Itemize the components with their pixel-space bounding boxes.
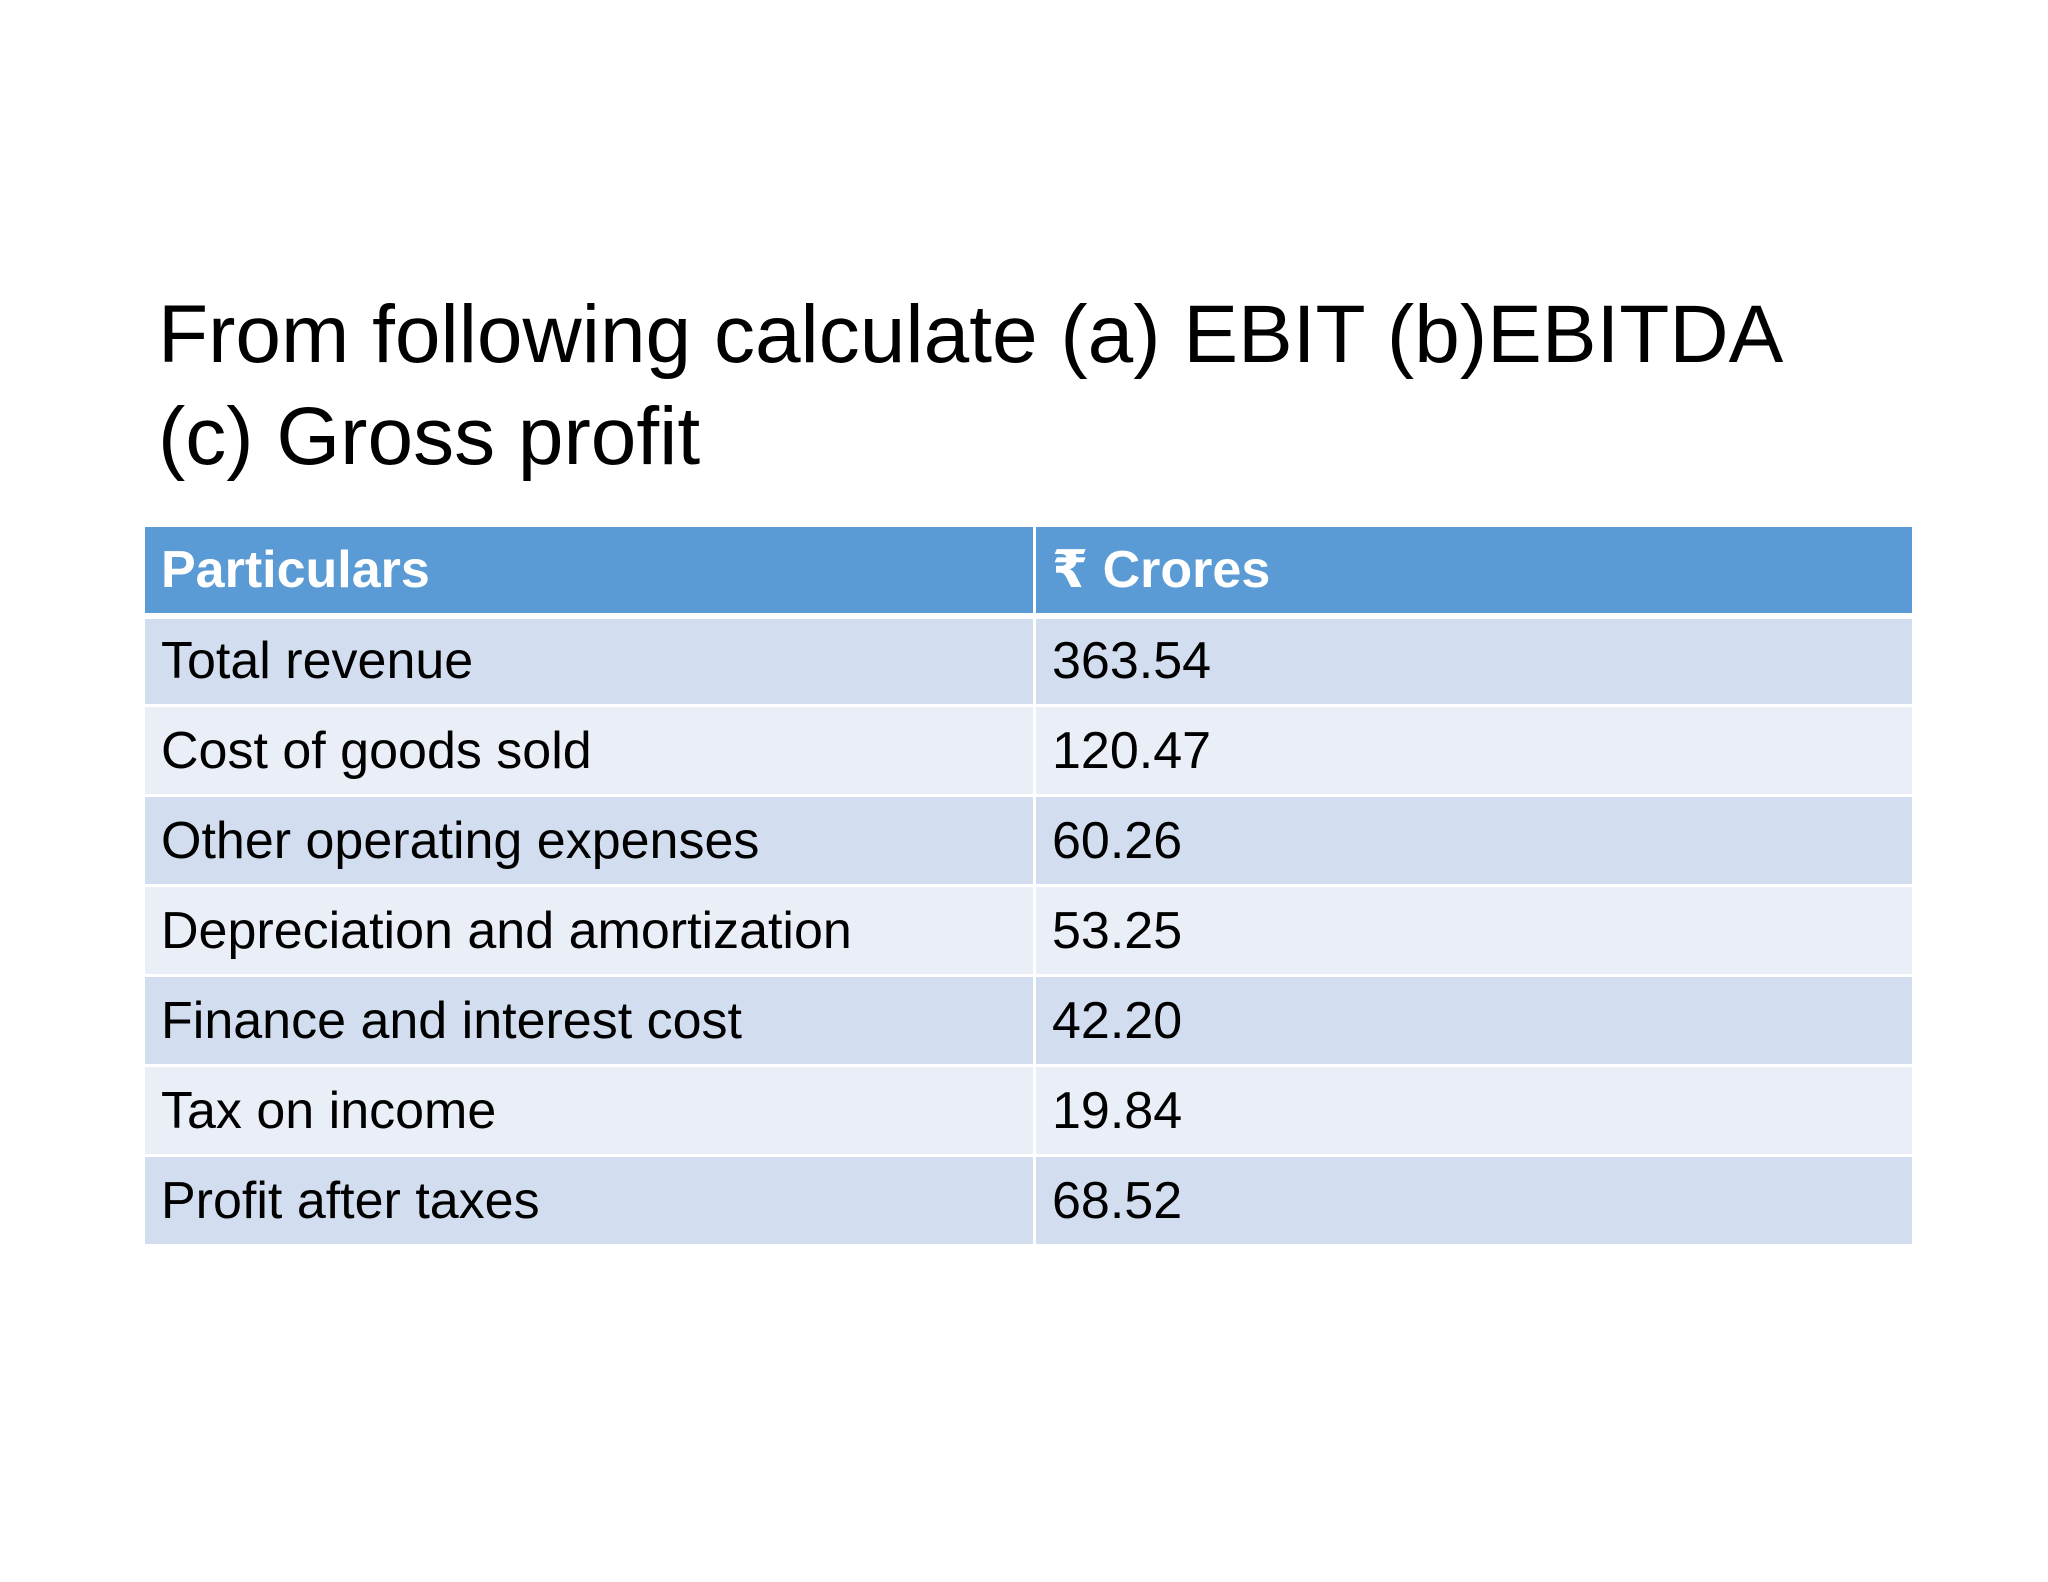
- table-row: Profit after taxes 68.52: [142, 1154, 1915, 1247]
- table-row: Finance and interest cost 42.20: [142, 974, 1915, 1067]
- slide-title-line-1: From following calculate (a) EBIT (b)EBI…: [158, 289, 1784, 380]
- particular-cell: Finance and interest cost: [142, 974, 1036, 1067]
- particular-cell: Profit after taxes: [142, 1154, 1036, 1247]
- table-row: Tax on income 19.84: [142, 1064, 1915, 1157]
- particulars-table: Particulars ₹ Crores Total revenue 363.5…: [142, 524, 1915, 1247]
- particular-cell: Tax on income: [142, 1064, 1036, 1157]
- amount-cell: 68.52: [1033, 1154, 1915, 1247]
- slide-title-line-2: (c) Gross profit: [158, 391, 701, 482]
- header-particulars: Particulars: [142, 524, 1036, 619]
- particular-cell: Cost of goods sold: [142, 704, 1036, 797]
- table-header-row: Particulars ₹ Crores: [142, 524, 1915, 619]
- amount-cell: 363.54: [1033, 614, 1915, 707]
- amount-cell: 42.20: [1033, 974, 1915, 1067]
- particular-cell: Total revenue: [142, 614, 1036, 707]
- table-row: Cost of goods sold 120.47: [142, 704, 1915, 797]
- table-row: Depreciation and amortization 53.25: [142, 884, 1915, 977]
- amount-cell: 60.26: [1033, 794, 1915, 887]
- particular-cell: Other operating expenses: [142, 794, 1036, 887]
- amount-cell: 120.47: [1033, 704, 1915, 797]
- slide-title: From following calculate (a) EBIT (b)EBI…: [158, 284, 1938, 488]
- particular-cell: Depreciation and amortization: [142, 884, 1036, 977]
- header-crores: ₹ Crores: [1033, 524, 1915, 619]
- amount-cell: 53.25: [1033, 884, 1915, 977]
- table-row: Other operating expenses 60.26: [142, 794, 1915, 887]
- table-row: Total revenue 363.54: [142, 614, 1915, 707]
- amount-cell: 19.84: [1033, 1064, 1915, 1157]
